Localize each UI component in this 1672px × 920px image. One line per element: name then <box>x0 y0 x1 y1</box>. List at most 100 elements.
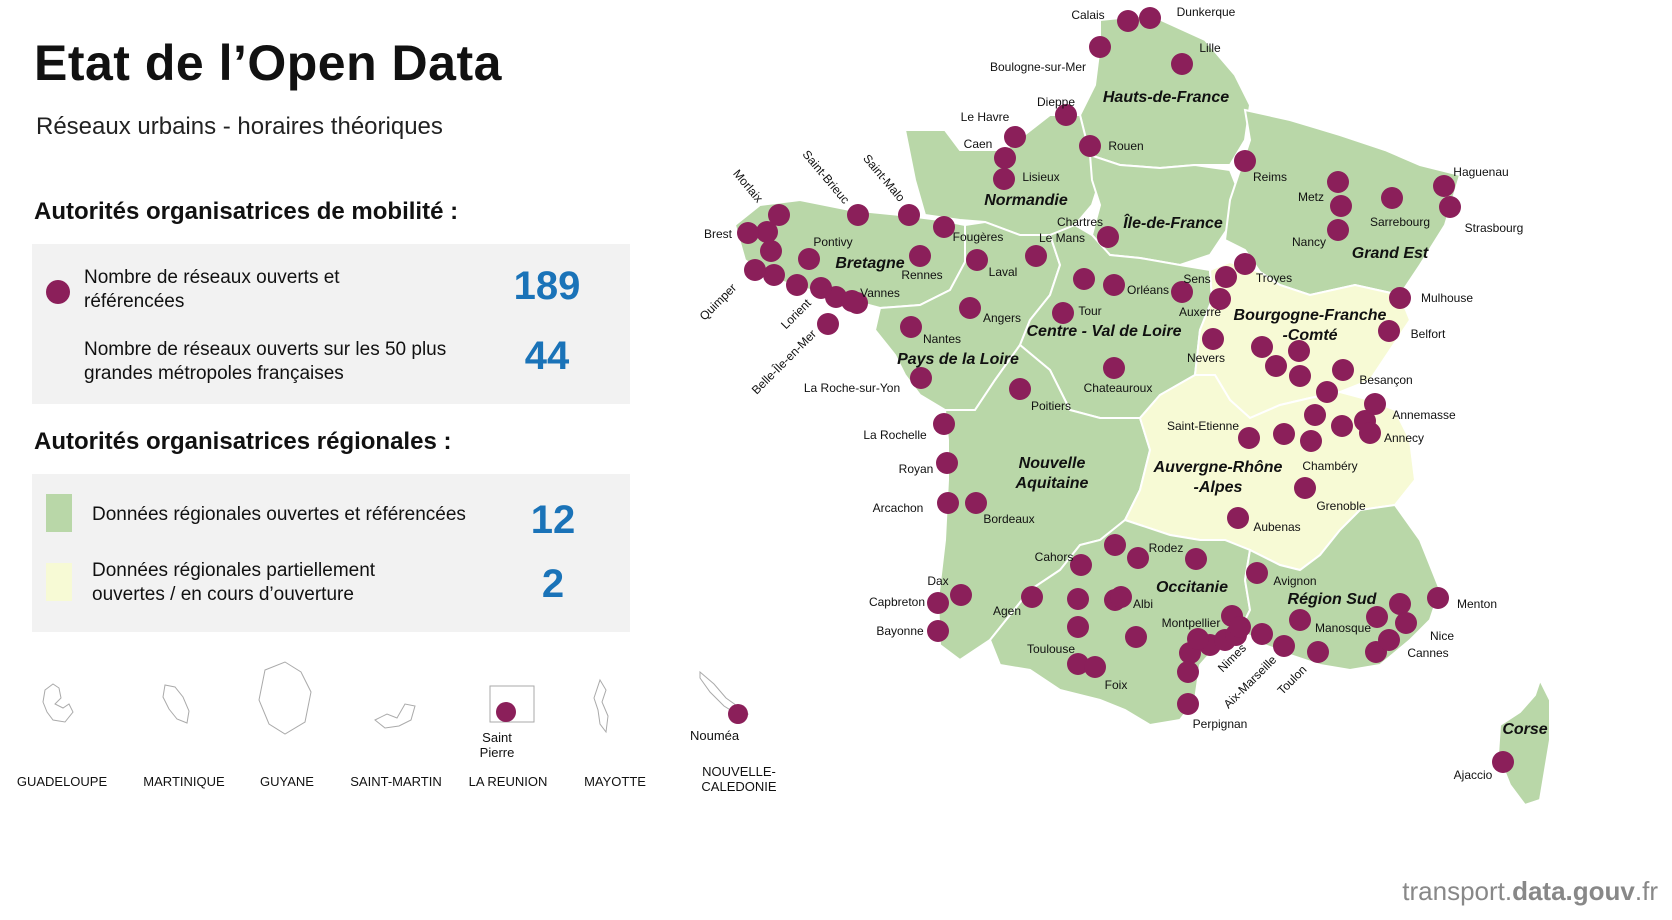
city-label-tour: Tour <box>1078 304 1101 318</box>
martinique-shape <box>162 684 190 724</box>
network-dot <box>1331 415 1353 437</box>
city-dot-troyes <box>1234 253 1256 275</box>
city-dot-lisieux <box>993 168 1015 190</box>
city-label-chambery: Chambéry <box>1302 459 1357 473</box>
section-mobility-heading: Autorités organisatrices de mobilité : <box>34 198 459 225</box>
saint-martin-shape <box>374 703 416 729</box>
city-label-strasbourg: Strasbourg <box>1465 221 1524 235</box>
city-dot-chambery <box>1300 430 1322 452</box>
city-label-bayonne: Bayonne <box>876 624 924 638</box>
city-dot-tour <box>1052 302 1074 324</box>
metro-networks-count: 44 <box>524 334 570 378</box>
city-dot-cahors <box>1070 554 1092 576</box>
city-dot-cannes <box>1378 629 1400 651</box>
region-label-ile-de-france: Île-de-France <box>1123 213 1223 232</box>
city-dot-aubenas <box>1227 507 1249 529</box>
region-label-centre-val-de-loire: Centre - Val de Loire <box>1027 323 1182 340</box>
city-label-dieppe: Dieppe <box>1037 95 1075 109</box>
city-dot-toulouse <box>1067 616 1089 638</box>
network-dot <box>1304 404 1326 426</box>
city-label-grenoble: Grenoble <box>1316 499 1366 513</box>
city-dot-auxerre <box>1209 288 1231 310</box>
guadeloupe-label: GUADELOUPE <box>16 774 108 789</box>
city-label-toulon: Toulon <box>1275 663 1310 698</box>
city-label-belfort: Belfort <box>1411 327 1446 341</box>
city-label-besancon: Besançon <box>1359 373 1412 387</box>
network-dot <box>1389 593 1411 615</box>
network-dot <box>1185 548 1207 570</box>
city-dot-angers <box>959 297 981 319</box>
city-dot-foix <box>1084 656 1106 678</box>
city-dot-fougeres <box>933 216 955 238</box>
city-label-toulouse: Toulouse <box>1027 642 1075 656</box>
city-label-bordeaux: Bordeaux <box>983 512 1034 526</box>
city-dot-dieppe <box>1055 104 1077 126</box>
city-label-lorient: Lorient <box>778 296 814 332</box>
city-dot-nimes <box>1229 616 1251 638</box>
city-label-aubenas: Aubenas <box>1253 520 1300 534</box>
city-dot-dunkerque <box>1139 7 1161 29</box>
city-label-annemasse: Annemasse <box>1392 408 1456 422</box>
city-dot-metz <box>1327 171 1349 193</box>
city-label-saint-etienne: Saint-Etienne <box>1167 419 1239 433</box>
city-dot-saint-etienne <box>1238 427 1260 449</box>
city-dot-saint-malo <box>898 204 920 226</box>
network-dot <box>756 221 778 243</box>
city-dot-annecy <box>1359 422 1381 444</box>
city-label-cahors: Cahors <box>1035 550 1074 564</box>
city-dot-la-roche-sur-yon <box>910 367 932 389</box>
city-dot-aix-marseille <box>1273 635 1295 657</box>
city-label-laval: Laval <box>989 265 1018 279</box>
city-label-morlaix: Morlaix <box>730 167 766 206</box>
page-title: Etat de l’Open Data <box>34 35 502 91</box>
city-label-agen: Agen <box>993 604 1021 618</box>
network-dot <box>1067 588 1089 610</box>
city-label-rennes: Rennes <box>901 268 942 282</box>
region-label-pays-de-la-loire: Pays de la Loire <box>897 351 1019 368</box>
city-dot-le-havre <box>1004 126 1026 148</box>
city-dot-saint-brieuc <box>847 204 869 226</box>
region-label-normandie: Normandie <box>984 192 1068 209</box>
city-dot-annemasse <box>1364 393 1386 415</box>
page-subtitle: Réseaux urbains - horaires théoriques <box>36 113 443 140</box>
city-dot-brest <box>737 222 759 244</box>
saint-pierre-label: Saint Pierre <box>479 730 515 760</box>
city-label-foix: Foix <box>1105 678 1128 692</box>
city-label-nevers: Nevers <box>1187 351 1225 365</box>
city-dot-sens <box>1215 266 1237 288</box>
city-label-auxerre: Auxerre <box>1179 305 1221 319</box>
city-label-brest: Brest <box>704 227 733 241</box>
region-label-corse: Corse <box>1502 721 1547 738</box>
network-dot <box>1251 623 1273 645</box>
network-dot <box>1177 661 1199 683</box>
city-dot-nevers <box>1202 328 1224 350</box>
city-label-orleans: Orléans <box>1127 283 1169 297</box>
region-label-occitanie: Occitanie <box>1156 579 1228 596</box>
network-dot <box>1171 281 1193 303</box>
footer-suffix: .fr <box>1634 876 1658 906</box>
city-label-cannes: Cannes <box>1407 646 1448 660</box>
city-label-quimper: Quimper <box>697 281 739 323</box>
city-dot-strasbourg <box>1439 196 1461 218</box>
network-dot <box>1316 381 1338 403</box>
city-label-nantes: Nantes <box>923 332 961 346</box>
region-label-hauts-de-france: Hauts-de-France <box>1103 89 1229 106</box>
city-dot-chateauroux <box>1103 357 1125 379</box>
footer-prefix: transport. <box>1402 876 1513 906</box>
network-dot <box>1127 547 1149 569</box>
network-dot <box>1366 606 1388 628</box>
network-dot <box>1125 626 1147 648</box>
city-label-arcachon: Arcachon <box>873 501 924 515</box>
city-label-lille: Lille <box>1199 41 1221 55</box>
city-dot-belle-ile-en-mer <box>817 313 839 335</box>
city-dot-royan <box>936 452 958 474</box>
city-label-chateauroux: Chateauroux <box>1084 381 1153 395</box>
guyane-shape <box>258 661 312 735</box>
saint-pierre-dot <box>496 702 516 722</box>
city-label-perpignan: Perpignan <box>1193 717 1248 731</box>
city-dot-orleans <box>1103 274 1125 296</box>
city-label-albi: Albi <box>1133 597 1153 611</box>
city-dot-capbreton <box>927 592 949 614</box>
network-dot <box>1265 355 1287 377</box>
regional-partial-label: Données régionales partiellement ouverte… <box>92 560 376 605</box>
